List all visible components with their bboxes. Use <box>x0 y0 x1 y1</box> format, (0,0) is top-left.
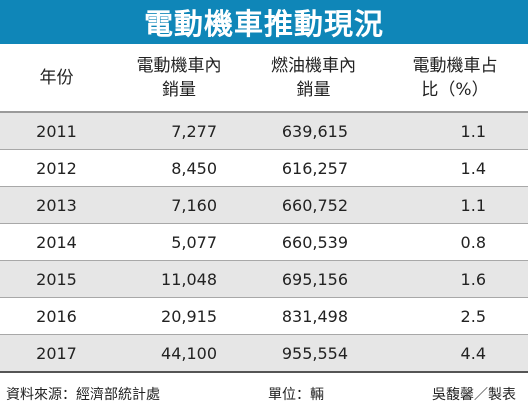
cell-ev-sales: 8,450 <box>113 149 245 187</box>
cell-ev-share: 0.8 <box>382 223 528 261</box>
chart-title: 電動機車推動現況 <box>143 7 384 41</box>
column-header-ev-share: 電動機車占 比（%） <box>382 44 528 113</box>
cell-ev-share: 1.1 <box>382 112 528 150</box>
cell-fuel-sales: 639,615 <box>245 112 382 150</box>
title-bar: 電動機車推動現況 <box>0 0 528 44</box>
table-row: 2017 44,100 955,554 4.4 <box>0 334 528 373</box>
cell-year: 2013 <box>0 186 113 224</box>
header-row: 年份 電動機車內 銷量 燃油機車內 銷量 電動機車占 比（%） <box>0 44 528 113</box>
cell-year: 2012 <box>0 149 113 187</box>
cell-fuel-sales: 616,257 <box>245 149 382 187</box>
footer: 資料來源：經濟部統計處 單位：輛 吳馥馨／製表 <box>0 378 528 406</box>
cell-fuel-sales: 660,539 <box>245 223 382 261</box>
cell-fuel-sales: 695,156 <box>245 260 382 298</box>
cell-ev-share: 4.4 <box>382 334 528 373</box>
data-table: 年份 電動機車內 銷量 燃油機車內 銷量 電動機車占 比（%） 2011 <box>0 44 528 373</box>
cell-ev-sales: 5,077 <box>113 223 245 261</box>
table-row: 2016 20,915 831,498 2.5 <box>0 297 528 335</box>
cell-ev-sales: 11,048 <box>113 260 245 298</box>
cell-ev-sales: 7,160 <box>113 186 245 224</box>
cell-ev-share: 1.6 <box>382 260 528 298</box>
column-header-line: 燃油機車內 <box>271 55 356 76</box>
column-header-line: 電動機車內 <box>136 55 222 76</box>
cell-ev-share: 1.1 <box>382 186 528 224</box>
cell-fuel-sales: 955,554 <box>245 334 382 373</box>
cell-year: 2017 <box>0 334 113 373</box>
cell-ev-sales: 7,277 <box>113 112 245 150</box>
table-row: 2014 5,077 660,539 0.8 <box>0 223 528 261</box>
cell-year: 2016 <box>0 297 113 335</box>
column-header-line: 銷量 <box>162 79 196 100</box>
credit-note: 吳馥馨／製表 <box>432 387 516 403</box>
cell-year: 2014 <box>0 223 113 261</box>
column-header-ev-sales: 電動機車內 銷量 <box>113 44 245 113</box>
cell-ev-share: 2.5 <box>382 297 528 335</box>
column-header-fuel-sales: 燃油機車內 銷量 <box>245 44 382 113</box>
column-header-year: 年份 <box>0 44 113 113</box>
cell-fuel-sales: 831,498 <box>245 297 382 335</box>
cell-ev-sales: 20,915 <box>113 297 245 335</box>
column-header-line: 電動機車占 <box>412 55 498 76</box>
column-header-line: 年份 <box>39 67 74 88</box>
table-row: 2011 7,277 639,615 1.1 <box>0 112 528 150</box>
table-row: 2015 11,048 695,156 1.6 <box>0 260 528 298</box>
cell-ev-share: 1.4 <box>382 149 528 187</box>
column-header-line: 比（%） <box>421 79 489 100</box>
cell-year: 2015 <box>0 260 113 298</box>
cell-fuel-sales: 660,752 <box>245 186 382 224</box>
unit-note: 單位：輛 <box>268 387 324 403</box>
column-header-line: 銷量 <box>296 79 331 100</box>
cell-year: 2011 <box>0 112 113 150</box>
cell-ev-sales: 44,100 <box>113 334 245 373</box>
table-row: 2012 8,450 616,257 1.4 <box>0 149 528 187</box>
table-row: 2013 7,160 660,752 1.1 <box>0 186 528 224</box>
source-note: 資料來源：經濟部統計處 <box>6 387 160 403</box>
